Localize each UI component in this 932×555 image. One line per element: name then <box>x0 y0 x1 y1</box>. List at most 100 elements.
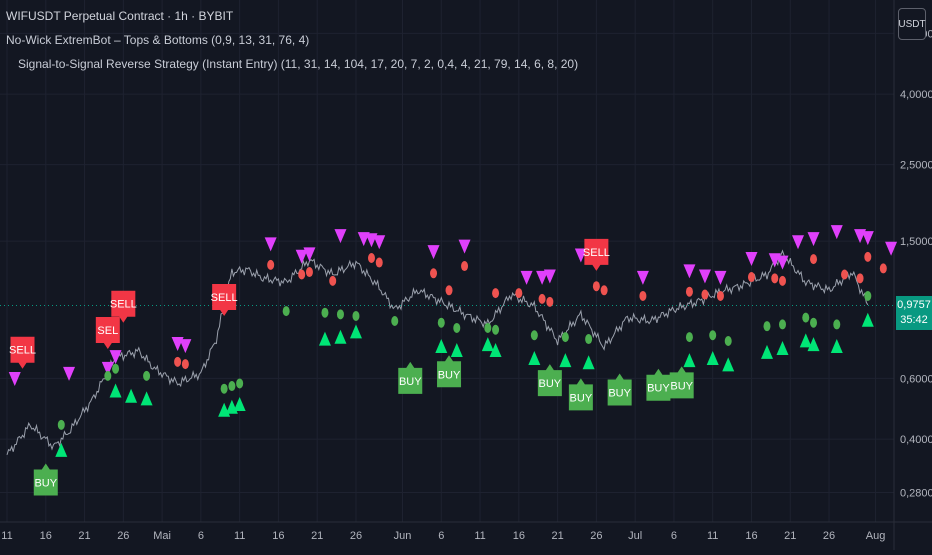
top-triangle-marker <box>636 270 649 285</box>
red-dot-marker <box>600 285 608 296</box>
bottom-triangle-marker <box>722 357 735 372</box>
bottom-triangle-marker <box>706 351 719 366</box>
buy-label-text: BUY <box>34 477 57 489</box>
red-dot-marker <box>546 296 554 307</box>
time-tick-label: 16 <box>40 530 52 542</box>
top-triangle-marker <box>683 264 696 279</box>
green-dot-marker <box>220 383 228 394</box>
buy-label[interactable] <box>646 368 671 401</box>
red-dot-marker <box>747 272 755 283</box>
sell-label-text: SELL <box>583 247 610 259</box>
sell-label[interactable] <box>212 283 237 316</box>
green-dot-marker <box>530 330 538 341</box>
time-tick-label: 11 <box>1 530 12 542</box>
red-dot-marker <box>367 252 375 263</box>
buy-label[interactable] <box>537 364 562 397</box>
time-tick-label: Jun <box>394 530 412 542</box>
red-dot-marker <box>174 356 182 367</box>
green-dot-marker <box>352 310 360 321</box>
time-tick-label: 16 <box>513 530 525 542</box>
red-dot-marker <box>461 261 469 272</box>
green-dot-marker <box>484 322 492 333</box>
time-tick-label: 6 <box>438 530 444 542</box>
time-tick-label: 16 <box>745 530 757 542</box>
buy-label-text: BUY <box>570 392 593 404</box>
red-dot-marker <box>701 289 709 300</box>
sell-label-text: SELL <box>110 299 137 311</box>
green-dot-marker <box>779 319 786 330</box>
red-dot-marker <box>298 269 306 280</box>
green-dot-marker <box>833 319 841 330</box>
bottom-triangle-marker <box>683 353 696 368</box>
sell-label[interactable] <box>111 290 136 323</box>
top-triangle-marker <box>698 269 711 284</box>
sell-label[interactable] <box>584 238 609 271</box>
green-dot-marker <box>57 419 65 430</box>
bottom-triangle-marker <box>861 312 874 327</box>
buy-label[interactable] <box>398 361 423 394</box>
buy-label[interactable] <box>33 463 58 496</box>
red-dot-marker <box>181 359 189 370</box>
green-dot-marker <box>763 321 771 332</box>
indicator-2-legend[interactable]: Signal-to-Signal Reverse Strategy (Insta… <box>6 57 579 71</box>
bottom-triangle-marker <box>481 337 494 352</box>
green-dot-marker <box>236 378 244 389</box>
indicator-1-legend[interactable]: No-Wick ExtremBot – Tops & Bottoms (0,9,… <box>6 33 310 47</box>
time-tick-label: 11 <box>474 530 485 542</box>
bottom-triangle-marker <box>489 342 502 357</box>
sell-label-text: SELL <box>9 345 36 357</box>
bottom-triangle-marker <box>140 391 153 406</box>
top-triangle-marker <box>807 232 820 247</box>
green-dot-marker <box>453 322 461 333</box>
buy-label-text: BUY <box>399 376 422 388</box>
top-triangle-marker <box>179 339 192 354</box>
time-tick-label: Mai <box>153 530 171 542</box>
buy-label[interactable] <box>568 378 593 411</box>
red-dot-marker <box>445 285 453 296</box>
top-triangle-marker <box>776 255 789 270</box>
top-triangle-marker <box>458 239 471 254</box>
top-triangle-marker <box>543 269 556 284</box>
symbol-title[interactable]: WIFUSDT Perpetual Contract · 1h · BYBIT <box>6 9 234 23</box>
time-tick-label: 21 <box>311 530 323 542</box>
bottom-triangle-marker <box>760 344 773 359</box>
red-dot-marker <box>492 288 500 299</box>
bottom-triangle-marker <box>528 351 541 366</box>
green-dot-marker <box>437 317 445 328</box>
red-dot-marker <box>639 290 647 301</box>
green-dot-marker <box>585 334 593 345</box>
buy-label[interactable] <box>669 366 694 399</box>
top-triangle-marker <box>101 361 114 376</box>
time-tick-label: 26 <box>823 530 835 542</box>
green-dot-marker <box>321 307 329 318</box>
buy-label-text: BUY <box>539 378 562 390</box>
price-tick-label: 1,5000 <box>900 236 932 248</box>
buy-label[interactable] <box>607 373 632 406</box>
time-tick-label: 21 <box>784 530 796 542</box>
sell-label-text: SEL <box>97 325 118 337</box>
price-tick-label: 4,0000 <box>900 89 932 101</box>
top-triangle-marker <box>8 372 21 387</box>
currency-button[interactable]: USDT <box>898 8 926 40</box>
time-tick-label: 26 <box>117 530 129 542</box>
sell-label[interactable] <box>95 316 120 349</box>
red-dot-marker <box>879 263 887 274</box>
sell-label[interactable] <box>10 336 35 369</box>
buy-label-text: BUY <box>670 380 693 392</box>
bottom-triangle-marker <box>109 383 122 398</box>
time-tick-label: 11 <box>707 530 718 542</box>
time-tick-label: Jul <box>628 530 642 542</box>
buy-label-text: BUY <box>438 369 461 381</box>
top-triangle-marker <box>427 245 440 260</box>
buy-label[interactable] <box>437 355 462 388</box>
bottom-triangle-marker <box>450 342 463 357</box>
bottom-triangle-marker <box>435 339 448 354</box>
time-tick-label: 21 <box>78 530 90 542</box>
top-triangle-marker <box>861 231 874 246</box>
green-dot-marker <box>561 332 569 343</box>
green-dot-marker <box>802 312 810 323</box>
bottom-triangle-marker <box>807 337 820 352</box>
top-triangle-marker <box>745 252 758 267</box>
